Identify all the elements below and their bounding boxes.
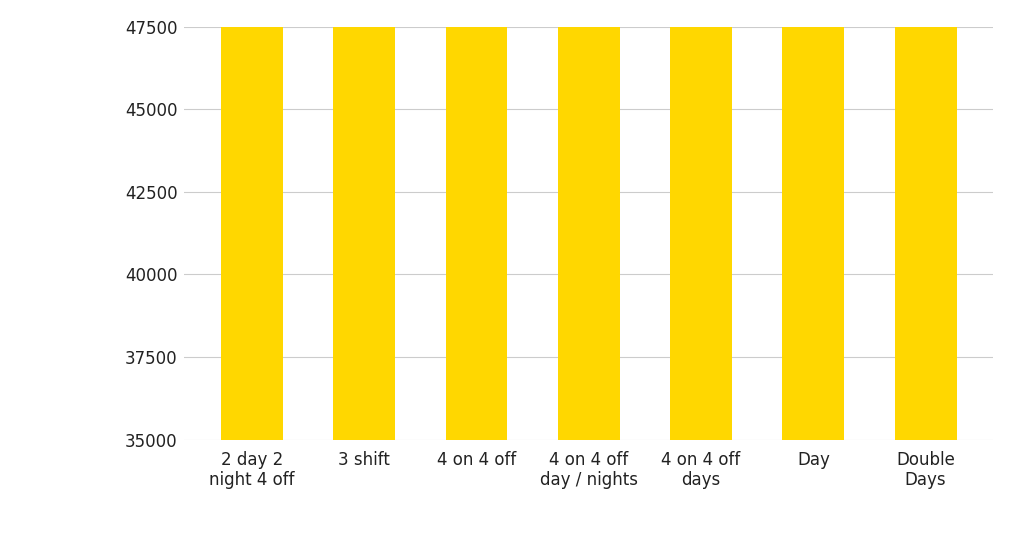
Bar (782, 0, 844, 440)
Bar (445, 0, 508, 440)
Bar (221, 0, 283, 440)
Bar (895, 0, 956, 440)
Bar (334, 0, 395, 440)
Bar (670, 0, 732, 440)
Bar (558, 0, 620, 440)
